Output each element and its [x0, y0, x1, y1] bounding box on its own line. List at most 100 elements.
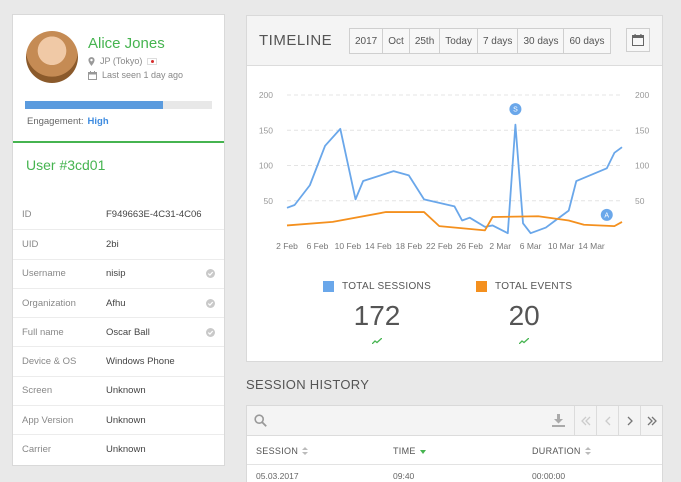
property-label: ID	[22, 209, 32, 221]
property-value: 2bi	[106, 238, 119, 250]
range-button[interactable]: 2017	[355, 35, 378, 47]
calendar-icon	[632, 34, 644, 46]
property-label: Carrier	[22, 444, 52, 456]
property-label: UID	[22, 238, 39, 250]
user-id-title: User #3cd01	[26, 157, 106, 173]
property-row: UID 2bi	[13, 229, 224, 258]
japan-flag-icon	[147, 57, 158, 65]
property-row: Device & OS Windows Phone	[13, 346, 224, 375]
table-toolbar	[247, 406, 662, 436]
search-icon[interactable]	[254, 414, 267, 427]
timeline-panel: TIMELINE 2017 Oct 25th Today 7 days 30 days 60…	[246, 15, 663, 362]
table-row[interactable]: 05.03.2017 09:40 00:00:00	[247, 465, 662, 482]
last-page-button[interactable]	[640, 406, 662, 435]
x-tick-label: 2 Feb	[276, 241, 298, 251]
avatar	[26, 31, 78, 83]
column-time[interactable]: TIME	[393, 446, 426, 456]
legend-swatch-sessions	[323, 281, 334, 292]
property-row: Organization Afhu	[13, 287, 224, 317]
prev-page-button[interactable]	[596, 406, 618, 435]
x-tick-label: 10 Mar	[548, 241, 575, 251]
annotation-marker	[509, 103, 522, 116]
location-text: JP (Tokyo)	[100, 56, 143, 66]
timeline-header: TIMELINE 2017 Oct 25th Today 7 days 30 days 60…	[247, 16, 662, 66]
chevron-right-icon	[627, 416, 633, 425]
property-row: App Version Unknown	[13, 405, 224, 434]
calendar-icon	[88, 70, 97, 80]
first-page-button[interactable]	[574, 406, 596, 435]
property-value: nisip	[106, 268, 126, 280]
column-session[interactable]: SESSION	[256, 446, 309, 456]
trend-up-icon	[519, 338, 530, 344]
property-value: Unknown	[106, 414, 146, 426]
x-tick-label: 14 Feb	[365, 241, 392, 251]
x-tick-label: 26 Feb	[456, 241, 483, 251]
session-history-title: SESSION HISTORY	[246, 377, 370, 392]
annotation-label: A	[604, 212, 609, 219]
x-tick-label: 10 Feb	[335, 241, 362, 251]
property-value: Unknown	[106, 444, 146, 456]
x-tick-label: 22 Feb	[426, 241, 453, 251]
date-picker-button[interactable]	[626, 28, 650, 52]
annotation-label: S	[513, 107, 518, 114]
property-row: ID F949663E-4C31-4C06	[13, 200, 224, 229]
user-properties-list: ID F949663E-4C31-4C06 UID 2bi Username nisip O…	[13, 200, 224, 464]
trend-up-icon	[372, 338, 383, 344]
stat-value: 20	[508, 300, 540, 331]
engagement-label: Engagement: High	[27, 116, 109, 127]
last-seen-text: Last seen 1 day ago	[102, 70, 184, 80]
x-tick-label: 6 Feb	[307, 241, 329, 251]
series-line-sessions	[286, 123, 623, 235]
check-circle-icon	[206, 327, 215, 337]
engagement-bar	[25, 101, 212, 109]
property-row: Full name Oscar Ball	[13, 317, 224, 346]
check-circle-icon	[206, 269, 215, 279]
y-tick-label: 200	[635, 90, 649, 100]
column-duration[interactable]: DURATION	[532, 446, 591, 456]
chevron-left-icon	[604, 416, 610, 425]
x-tick-label: 18 Feb	[396, 241, 423, 251]
check-circle-icon	[206, 298, 215, 308]
property-label: Device & OS	[22, 356, 77, 368]
table-header: SESSION TIME DURATION	[247, 436, 662, 465]
download-icon[interactable]	[552, 414, 565, 427]
property-label: Full name	[22, 326, 64, 338]
divider	[13, 141, 224, 143]
engagement-bar-fill	[25, 101, 164, 109]
location-pin-icon	[88, 56, 95, 66]
range-button[interactable]: 25th	[408, 29, 439, 53]
date-range-selector: 2017 Oct 25th Today 7 days 30 days 60 days	[349, 28, 611, 54]
property-label: Username	[22, 268, 66, 280]
range-button[interactable]: 30 days	[517, 29, 563, 53]
double-chevron-right-icon	[647, 416, 657, 425]
property-value: Oscar Ball	[106, 326, 150, 338]
stat-total-events: TOTAL EVENTS 20	[476, 281, 572, 344]
session-duration: 00:00:00	[532, 471, 566, 481]
range-button[interactable]: Oct	[382, 29, 409, 53]
next-page-button[interactable]	[618, 406, 640, 435]
property-label: Screen	[22, 385, 53, 397]
range-button[interactable]: 60 days	[563, 29, 609, 53]
engagement-level: High	[87, 116, 109, 127]
stat-value: 172	[353, 300, 401, 331]
range-button[interactable]: 7 days	[476, 29, 517, 53]
range-button[interactable]: Today	[439, 29, 477, 53]
property-row: Screen Unknown	[13, 375, 224, 405]
y-tick-label: 200	[259, 90, 273, 100]
session-time: 09:40	[393, 471, 415, 481]
property-row: Carrier Unknown	[13, 434, 224, 463]
property-value: Windows Phone	[106, 356, 175, 368]
user-name: Alice Jones	[88, 35, 165, 52]
y-tick-label: 50	[635, 196, 645, 206]
legend-swatch-events	[476, 281, 487, 292]
sort-desc-icon	[419, 450, 426, 454]
property-value: Unknown	[106, 385, 146, 397]
stat-label: TOTAL SESSIONS	[342, 281, 432, 292]
x-tick-label: 2 Mar	[489, 241, 511, 251]
y-tick-label: 150	[635, 125, 649, 135]
stat-label: TOTAL EVENTS	[495, 281, 573, 292]
y-tick-label: 100	[635, 161, 649, 171]
property-label: Organization	[22, 297, 76, 309]
x-tick-label: 6 Mar	[520, 241, 542, 251]
